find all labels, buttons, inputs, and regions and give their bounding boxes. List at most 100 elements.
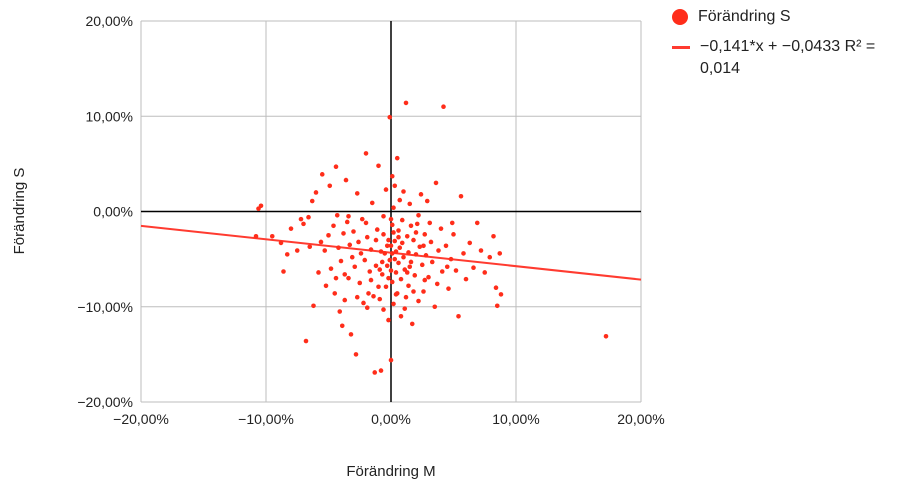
data-point — [388, 216, 394, 222]
data-point — [408, 223, 414, 229]
data-point — [403, 100, 409, 106]
data-point — [358, 251, 364, 256]
data-point — [379, 259, 385, 265]
data-point — [387, 257, 393, 263]
data-point — [401, 254, 406, 260]
data-point — [418, 192, 424, 197]
legend-item-trendline: −0,141*x + −0,0433 R² = 0,014 — [672, 36, 910, 80]
data-point — [332, 291, 338, 296]
data-point — [384, 263, 390, 269]
data-point — [381, 307, 386, 312]
data-point — [278, 240, 284, 246]
data-point — [401, 189, 406, 194]
x-axis-title: Förändring M — [346, 463, 435, 480]
data-point — [388, 357, 394, 363]
data-point — [463, 276, 469, 282]
data-point — [413, 230, 419, 235]
data-point — [426, 274, 431, 280]
y-tick-label: 20,00% — [86, 13, 133, 29]
data-point — [392, 183, 398, 189]
data-point — [346, 275, 351, 281]
data-point — [429, 259, 435, 265]
data-point — [354, 191, 360, 196]
data-point — [419, 262, 425, 268]
data-point — [288, 226, 294, 231]
data-point — [482, 270, 488, 275]
data-point — [391, 301, 396, 307]
data-point — [303, 338, 309, 344]
data-point — [364, 305, 370, 311]
data-point — [368, 247, 374, 252]
data-point — [386, 237, 391, 243]
data-point — [347, 242, 353, 248]
data-point — [416, 298, 421, 304]
data-point — [372, 370, 378, 375]
data-point — [373, 263, 379, 269]
data-point — [346, 213, 351, 219]
data-point — [338, 258, 344, 264]
data-point — [392, 238, 398, 244]
data-point — [284, 252, 290, 257]
data-point — [393, 270, 399, 275]
data-point — [369, 200, 375, 206]
zero-axes — [141, 21, 641, 402]
data-point — [368, 277, 374, 283]
data-point — [361, 300, 366, 306]
data-point — [422, 277, 428, 283]
data-point — [281, 269, 286, 274]
data-point — [421, 243, 426, 249]
data-point — [404, 270, 410, 275]
data-point — [406, 283, 411, 289]
data-point — [376, 284, 381, 290]
data-point — [471, 265, 476, 270]
data-point — [388, 243, 394, 249]
data-point — [322, 248, 328, 253]
data-point — [393, 249, 399, 254]
data-point — [416, 213, 421, 218]
data-point — [439, 269, 445, 274]
x-tick-label: −10,00% — [238, 411, 294, 427]
data-point — [336, 245, 341, 250]
y-tick-label: 0,00% — [93, 204, 133, 220]
legend-item-series: Förändring S — [672, 6, 910, 28]
data-point — [398, 313, 404, 319]
data-point — [494, 303, 500, 309]
data-point — [444, 264, 450, 270]
data-point — [331, 223, 336, 229]
data-point — [407, 201, 413, 207]
data-point — [311, 303, 316, 309]
data-point — [352, 264, 358, 270]
data-point — [404, 233, 410, 239]
data-point — [474, 220, 480, 226]
data-point — [434, 281, 440, 287]
data-point — [413, 252, 419, 257]
x-tick-label: 20,00% — [617, 411, 664, 427]
data-point — [359, 216, 365, 222]
data-point — [373, 237, 379, 243]
data-point — [397, 197, 403, 203]
data-point — [269, 233, 275, 239]
data-point — [412, 273, 418, 278]
data-point — [379, 272, 385, 277]
data-point — [383, 187, 389, 192]
x-tick-labels: −20,00% −10,00% 0,00% 10,00% 20,00% — [113, 411, 665, 427]
data-point — [398, 276, 404, 282]
data-point — [403, 294, 409, 300]
y-axis-title: Förändring S — [11, 168, 28, 255]
data-point — [349, 254, 355, 260]
data-point — [438, 226, 444, 231]
y-tick-label: −10,00% — [77, 299, 133, 315]
data-point — [603, 333, 609, 339]
data-point — [383, 284, 389, 290]
data-point — [342, 297, 348, 303]
data-point — [387, 114, 393, 120]
data-point — [363, 151, 369, 156]
data-point — [389, 279, 395, 285]
data-point — [399, 217, 405, 223]
data-point — [436, 248, 441, 253]
legend-trendline-label: −0,141*x + −0,0433 R² = 0,014 — [700, 38, 876, 77]
data-point — [366, 291, 371, 296]
data-point — [381, 213, 386, 219]
x-tick-label: 0,00% — [371, 411, 411, 427]
data-point — [491, 233, 496, 239]
